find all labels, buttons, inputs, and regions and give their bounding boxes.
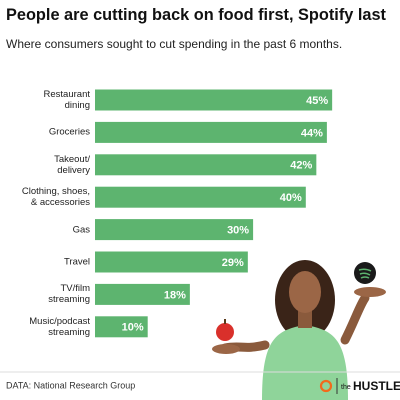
brand-prefix: the bbox=[341, 384, 351, 391]
illustration bbox=[212, 260, 386, 400]
value-label: 45% bbox=[306, 95, 328, 107]
bar bbox=[95, 89, 333, 111]
category-label: Clothing, shoes, & accessories bbox=[21, 186, 90, 209]
value-label: 40% bbox=[280, 192, 302, 204]
value-label: 30% bbox=[227, 225, 249, 237]
source: DATA: National Research Group bbox=[6, 380, 135, 390]
bar bbox=[95, 251, 248, 273]
category-label: Groceries bbox=[48, 126, 90, 138]
chart-title: People are cutting back on food first, S… bbox=[6, 5, 386, 24]
category-label: Gas bbox=[72, 224, 90, 236]
category-label: Music/podcast streaming bbox=[29, 315, 90, 338]
bar bbox=[95, 219, 254, 241]
category-label: Travel bbox=[63, 256, 90, 268]
value-label: 10% bbox=[122, 322, 144, 334]
bar bbox=[95, 154, 317, 176]
value-label: 42% bbox=[290, 160, 312, 172]
category-label: TV/film streaming bbox=[48, 283, 90, 306]
value-label: 29% bbox=[222, 257, 244, 269]
chart-subtitle: Where consumers sought to cut spending i… bbox=[6, 37, 342, 51]
value-label: 44% bbox=[301, 127, 323, 139]
category-label: Restaurant dining bbox=[43, 89, 90, 111]
brand-name: HUSTLE bbox=[353, 379, 400, 393]
brand-icon bbox=[319, 379, 333, 393]
category-label: Takeout/ delivery bbox=[54, 153, 90, 176]
bar bbox=[95, 283, 190, 305]
value-label: 18% bbox=[164, 289, 186, 301]
bar bbox=[95, 186, 306, 208]
bar bbox=[95, 121, 327, 143]
bar bbox=[95, 316, 148, 338]
